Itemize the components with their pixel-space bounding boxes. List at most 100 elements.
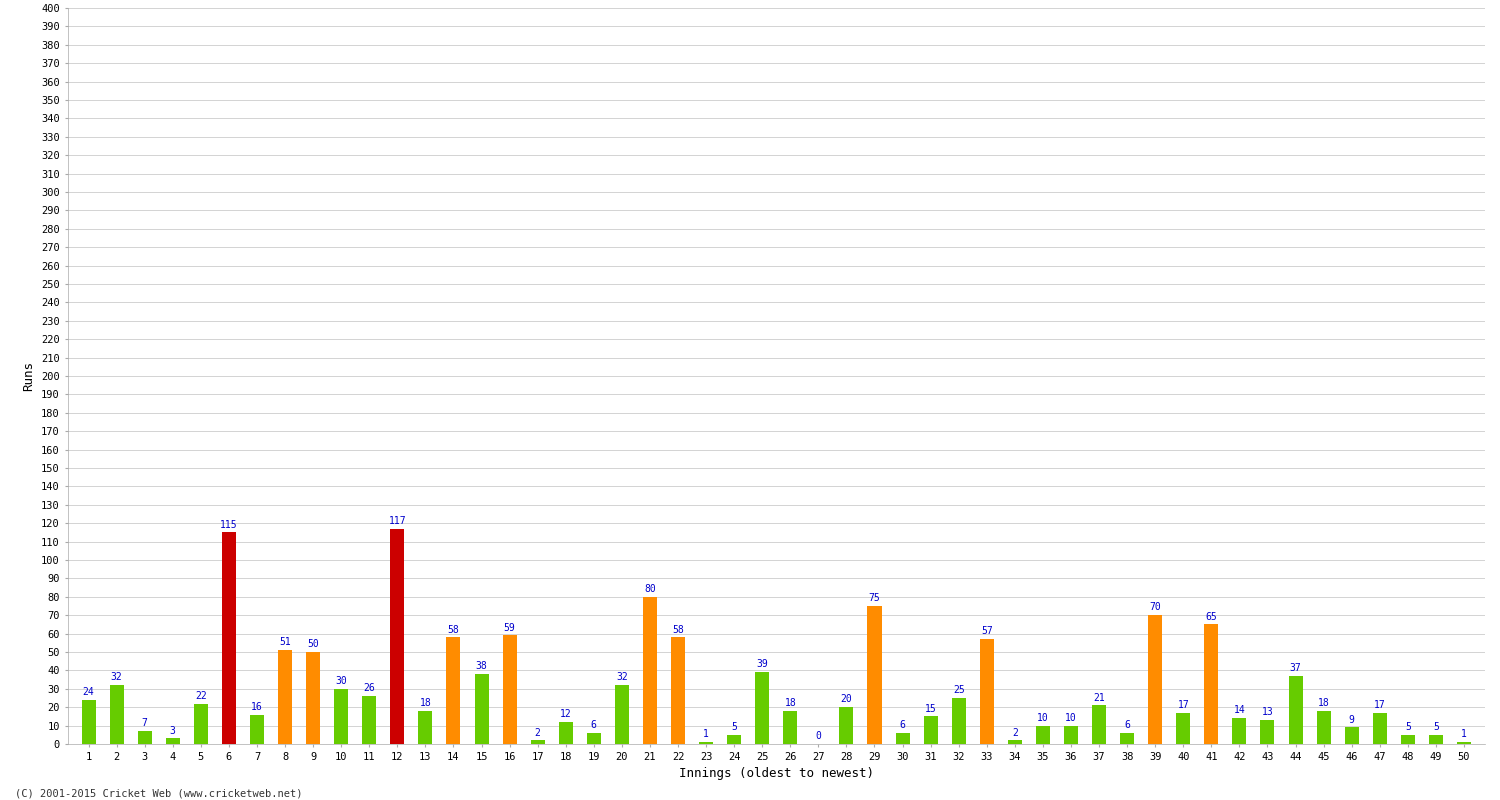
Bar [165, 738, 180, 744]
Bar [81, 700, 96, 744]
Text: 20: 20 [840, 694, 852, 705]
Text: 58: 58 [447, 625, 459, 634]
Text: 21: 21 [1094, 693, 1106, 702]
Text: 3: 3 [170, 726, 176, 736]
Text: 10: 10 [1065, 713, 1077, 723]
Bar [194, 703, 208, 744]
Bar [586, 733, 602, 744]
Text: 117: 117 [388, 516, 406, 526]
Text: 2: 2 [534, 727, 540, 738]
Bar [1064, 726, 1078, 744]
Y-axis label: Runs: Runs [22, 361, 36, 391]
Bar [1288, 676, 1302, 744]
Bar [1008, 740, 1022, 744]
Bar [110, 685, 123, 744]
Bar [980, 639, 994, 744]
Text: 50: 50 [308, 639, 320, 650]
Bar [924, 717, 938, 744]
Bar [615, 685, 628, 744]
Bar [362, 696, 376, 744]
Bar [896, 733, 909, 744]
Text: 17: 17 [1178, 700, 1190, 710]
Text: 18: 18 [420, 698, 432, 708]
Text: 17: 17 [1374, 700, 1386, 710]
X-axis label: Innings (oldest to newest): Innings (oldest to newest) [678, 767, 873, 780]
Text: 57: 57 [981, 626, 993, 636]
Text: 6: 6 [1124, 720, 1130, 730]
Text: 25: 25 [952, 686, 964, 695]
Bar [1430, 734, 1443, 744]
Bar [390, 529, 405, 744]
Text: 59: 59 [504, 622, 516, 633]
Bar [558, 722, 573, 744]
Bar [531, 740, 544, 744]
Bar [840, 707, 854, 744]
Bar [1036, 726, 1050, 744]
Bar [306, 652, 320, 744]
Text: 32: 32 [111, 672, 123, 682]
Bar [754, 672, 770, 744]
Text: 9: 9 [1348, 714, 1354, 725]
Bar [1176, 713, 1191, 744]
Bar [1401, 734, 1414, 744]
Text: 70: 70 [1149, 602, 1161, 613]
Bar [419, 711, 432, 744]
Bar [1120, 733, 1134, 744]
Text: 14: 14 [1233, 706, 1245, 715]
Bar [1204, 624, 1218, 744]
Bar [644, 597, 657, 744]
Text: 30: 30 [336, 676, 346, 686]
Bar [670, 638, 686, 744]
Text: 1: 1 [1461, 730, 1467, 739]
Bar [222, 532, 236, 744]
Text: 7: 7 [142, 718, 147, 728]
Text: 80: 80 [644, 584, 656, 594]
Text: 1: 1 [704, 730, 710, 739]
Text: 5: 5 [1406, 722, 1410, 732]
Text: 26: 26 [363, 683, 375, 694]
Text: 0: 0 [816, 731, 822, 742]
Bar [278, 650, 292, 744]
Bar [447, 638, 460, 744]
Text: (C) 2001-2015 Cricket Web (www.cricketweb.net): (C) 2001-2015 Cricket Web (www.cricketwe… [15, 788, 303, 798]
Text: 10: 10 [1036, 713, 1048, 723]
Bar [728, 734, 741, 744]
Bar [951, 698, 966, 744]
Bar [1148, 615, 1162, 744]
Text: 115: 115 [220, 520, 237, 530]
Text: 12: 12 [560, 709, 572, 719]
Bar [1317, 711, 1330, 744]
Bar [474, 674, 489, 744]
Text: 39: 39 [756, 659, 768, 670]
Text: 6: 6 [591, 720, 597, 730]
Text: 37: 37 [1290, 663, 1302, 673]
Bar [867, 606, 882, 744]
Bar [1092, 706, 1106, 744]
Bar [1456, 742, 1472, 744]
Bar [1372, 713, 1388, 744]
Text: 2: 2 [1013, 727, 1019, 738]
Text: 24: 24 [82, 687, 94, 697]
Text: 38: 38 [476, 662, 488, 671]
Bar [138, 731, 152, 744]
Bar [334, 689, 348, 744]
Bar [699, 742, 712, 744]
Text: 6: 6 [900, 720, 906, 730]
Bar [251, 714, 264, 744]
Text: 15: 15 [926, 704, 936, 714]
Bar [1344, 727, 1359, 744]
Text: 18: 18 [784, 698, 796, 708]
Bar [783, 711, 798, 744]
Bar [503, 635, 516, 744]
Bar [1260, 720, 1275, 744]
Text: 65: 65 [1206, 612, 1216, 622]
Bar [1233, 718, 1246, 744]
Text: 22: 22 [195, 690, 207, 701]
Text: 16: 16 [251, 702, 262, 712]
Text: 32: 32 [616, 672, 627, 682]
Text: 5: 5 [1432, 722, 1438, 732]
Text: 58: 58 [672, 625, 684, 634]
Text: 75: 75 [868, 594, 880, 603]
Text: 5: 5 [730, 722, 736, 732]
Text: 18: 18 [1317, 698, 1329, 708]
